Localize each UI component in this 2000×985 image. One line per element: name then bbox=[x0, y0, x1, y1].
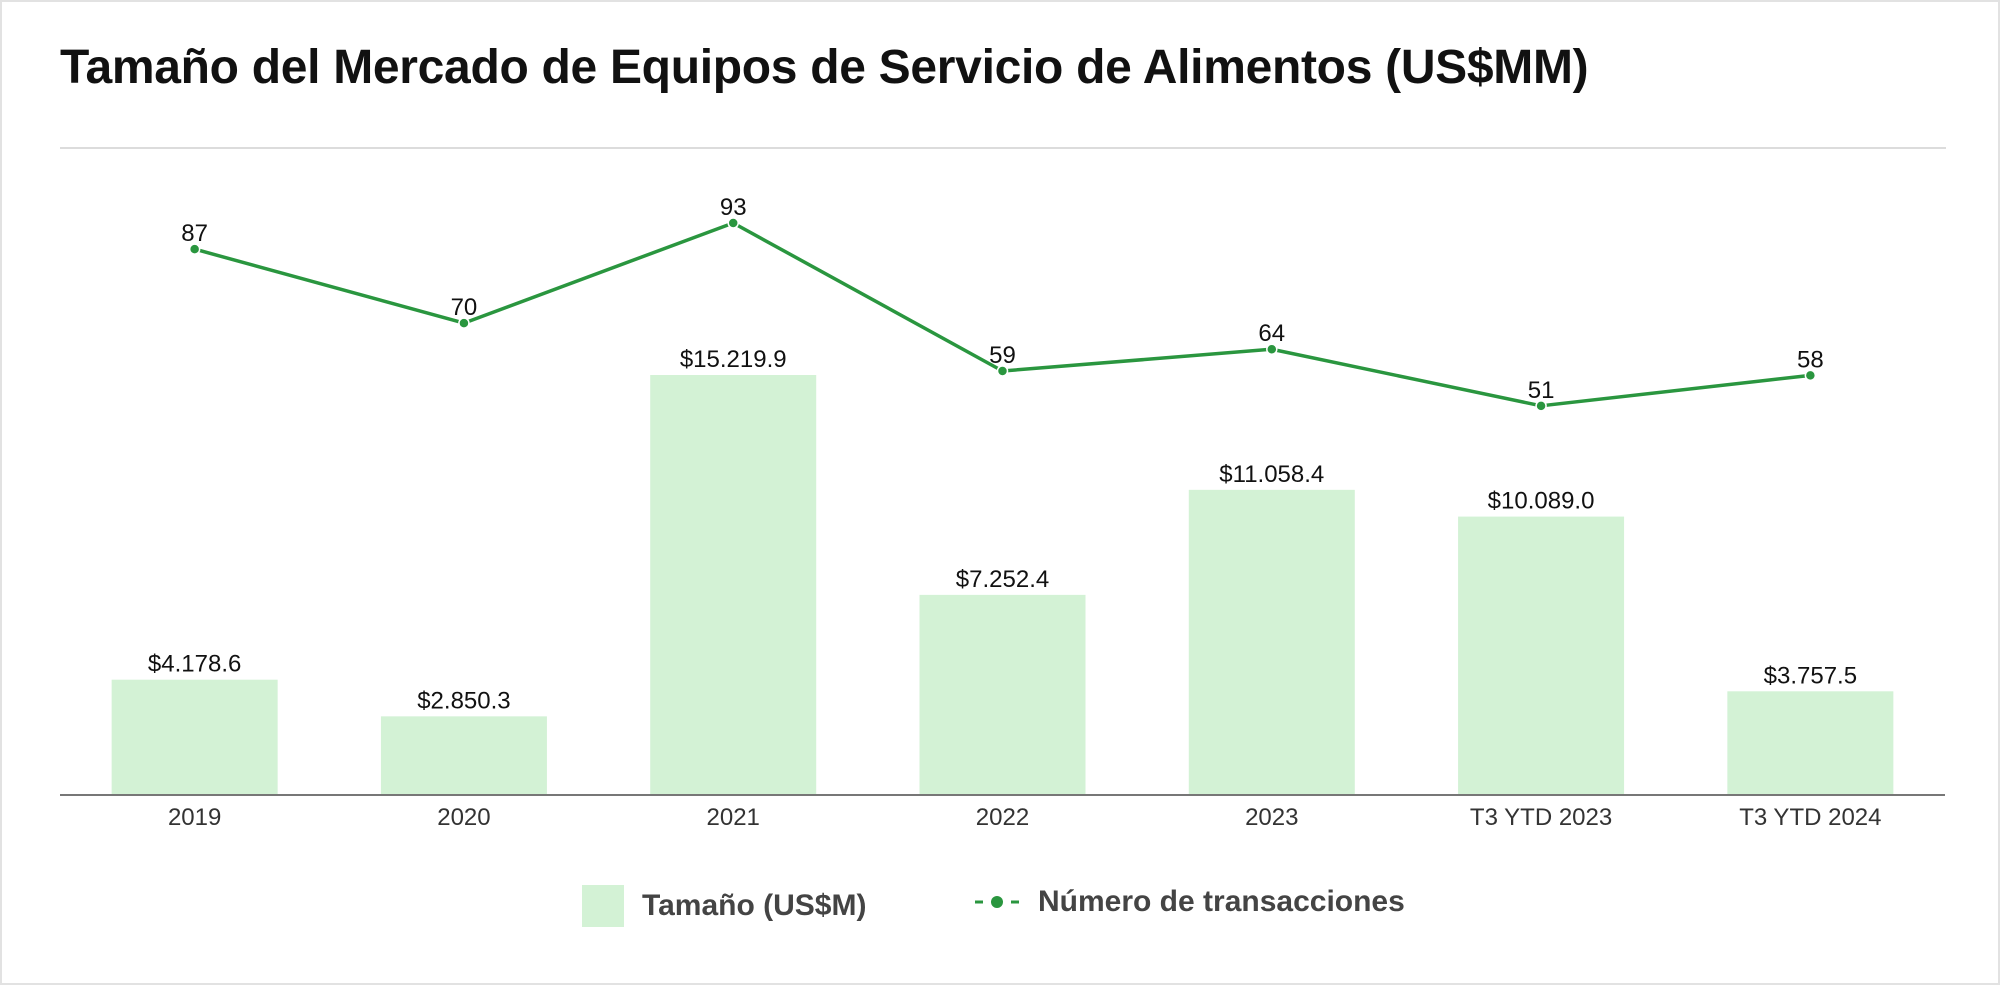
x-tick-label: 2023 bbox=[1245, 804, 1298, 831]
bar-value-label: $2.850.3 bbox=[417, 687, 510, 714]
transactions-value-label: 58 bbox=[1797, 346, 1824, 373]
bar-value-label: $11.058.4 bbox=[1219, 461, 1324, 488]
bar bbox=[1188, 489, 1355, 795]
bar bbox=[380, 716, 547, 795]
x-tick-label: 2019 bbox=[168, 804, 221, 831]
transactions-value-label: 87 bbox=[181, 220, 208, 247]
x-tick-label: T3 YTD 2024 bbox=[1739, 804, 1881, 831]
title-divider bbox=[60, 147, 1946, 149]
chart-title: Tamaño del Mercado de Equipos de Servici… bbox=[60, 41, 1589, 94]
transactions-value-label: 59 bbox=[989, 342, 1016, 369]
bar bbox=[650, 375, 817, 795]
legend-line-icon bbox=[975, 896, 1019, 908]
bar bbox=[111, 679, 278, 795]
legend-item-bars: Tamaño (US$M) bbox=[582, 885, 866, 927]
transactions-value-label: 70 bbox=[451, 294, 478, 321]
bar bbox=[1458, 516, 1625, 795]
transactions-point bbox=[458, 317, 470, 329]
transactions-value-label: 51 bbox=[1528, 377, 1555, 404]
legend-bar-swatch bbox=[582, 885, 624, 927]
bar-value-label: $10.089.0 bbox=[1488, 488, 1595, 515]
x-tick-label: 2021 bbox=[707, 804, 760, 831]
bar-value-label: $15.219.9 bbox=[680, 346, 787, 373]
legend-bar-label: Tamaño (US$M) bbox=[642, 889, 867, 922]
bar bbox=[1727, 691, 1894, 795]
bar-value-label: $7.252.4 bbox=[956, 566, 1049, 593]
transactions-value-label: 93 bbox=[720, 194, 747, 221]
bar-value-label: $3.757.5 bbox=[1764, 662, 1857, 689]
legend-line-label: Número de transacciones bbox=[1038, 885, 1405, 918]
transactions-value-label: 64 bbox=[1258, 320, 1285, 347]
transactions-point bbox=[727, 217, 739, 229]
chart-legend: Tamaño (US$M) Número de transacciones bbox=[0, 885, 2000, 927]
transactions-point bbox=[1266, 343, 1278, 355]
transactions-line bbox=[194, 221, 1811, 408]
legend-item-line: Número de transacciones bbox=[974, 885, 1405, 919]
transactions-point bbox=[1804, 369, 1817, 382]
transactions-point bbox=[996, 365, 1009, 377]
transactions-point bbox=[1535, 400, 1547, 412]
bar bbox=[919, 594, 1086, 795]
bar-value-label: $4.178.6 bbox=[148, 651, 241, 678]
transactions-point bbox=[188, 243, 201, 255]
x-tick-label: 2020 bbox=[437, 804, 490, 831]
x-tick-label: T3 YTD 2023 bbox=[1470, 804, 1612, 831]
x-tick-label: 2022 bbox=[976, 804, 1029, 831]
